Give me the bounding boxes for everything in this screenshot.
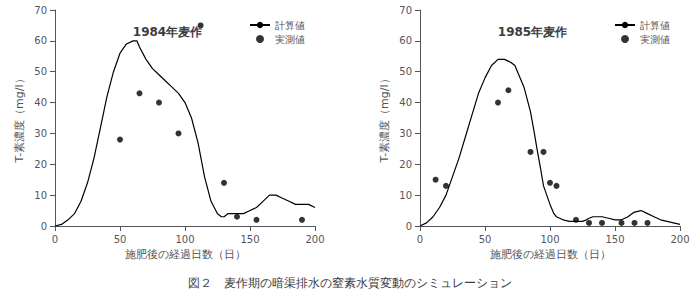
svg-text:T-素濃度（mg/l）: T-素濃度（mg/l） (378, 73, 391, 163)
svg-text:200: 200 (305, 234, 324, 245)
svg-text:0: 0 (406, 221, 412, 232)
svg-text:70: 70 (34, 5, 47, 16)
svg-text:60: 60 (34, 35, 47, 46)
svg-text:50: 50 (114, 234, 127, 245)
svg-text:20: 20 (399, 159, 412, 170)
svg-text:0: 0 (52, 234, 58, 245)
svg-text:40: 40 (34, 97, 47, 108)
svg-text:30: 30 (34, 128, 47, 139)
svg-text:100: 100 (540, 234, 559, 245)
svg-text:150: 150 (605, 234, 624, 245)
svg-text:60: 60 (399, 35, 412, 46)
svg-text:40: 40 (399, 97, 412, 108)
svg-text:20: 20 (34, 159, 47, 170)
svg-text:30: 30 (399, 128, 412, 139)
svg-text:10: 10 (399, 190, 412, 201)
svg-text:実測値: 実測値 (640, 34, 670, 45)
svg-text:0: 0 (417, 234, 423, 245)
svg-text:T-素濃度（mg/l）: T-素濃度（mg/l） (13, 73, 26, 163)
svg-text:0: 0 (41, 221, 47, 232)
svg-text:施肥後の経過日数（日）: 施肥後の経過日数（日） (125, 248, 246, 261)
svg-text:50: 50 (399, 66, 412, 77)
svg-text:実測値: 実測値 (275, 34, 305, 45)
svg-text:150: 150 (240, 234, 259, 245)
svg-text:施肥後の経過日数（日）: 施肥後の経過日数（日） (490, 248, 611, 261)
svg-text:50: 50 (34, 66, 47, 77)
svg-text:50: 50 (479, 234, 492, 245)
svg-text:10: 10 (34, 190, 47, 201)
svg-text:図２ 麦作期の暗渠排水の窒素水質変動のシミュレーション: 図２ 麦作期の暗渠排水の窒素水質変動のシミュレーション (188, 276, 512, 290)
svg-text:計算値: 計算値 (640, 20, 670, 31)
svg-text:200: 200 (670, 234, 689, 245)
svg-text:100: 100 (175, 234, 194, 245)
svg-text:1985年麦作: 1985年麦作 (498, 25, 567, 39)
svg-text:70: 70 (399, 5, 412, 16)
svg-text:1984年麦作: 1984年麦作 (133, 25, 202, 39)
svg-text:計算値: 計算値 (275, 20, 305, 31)
